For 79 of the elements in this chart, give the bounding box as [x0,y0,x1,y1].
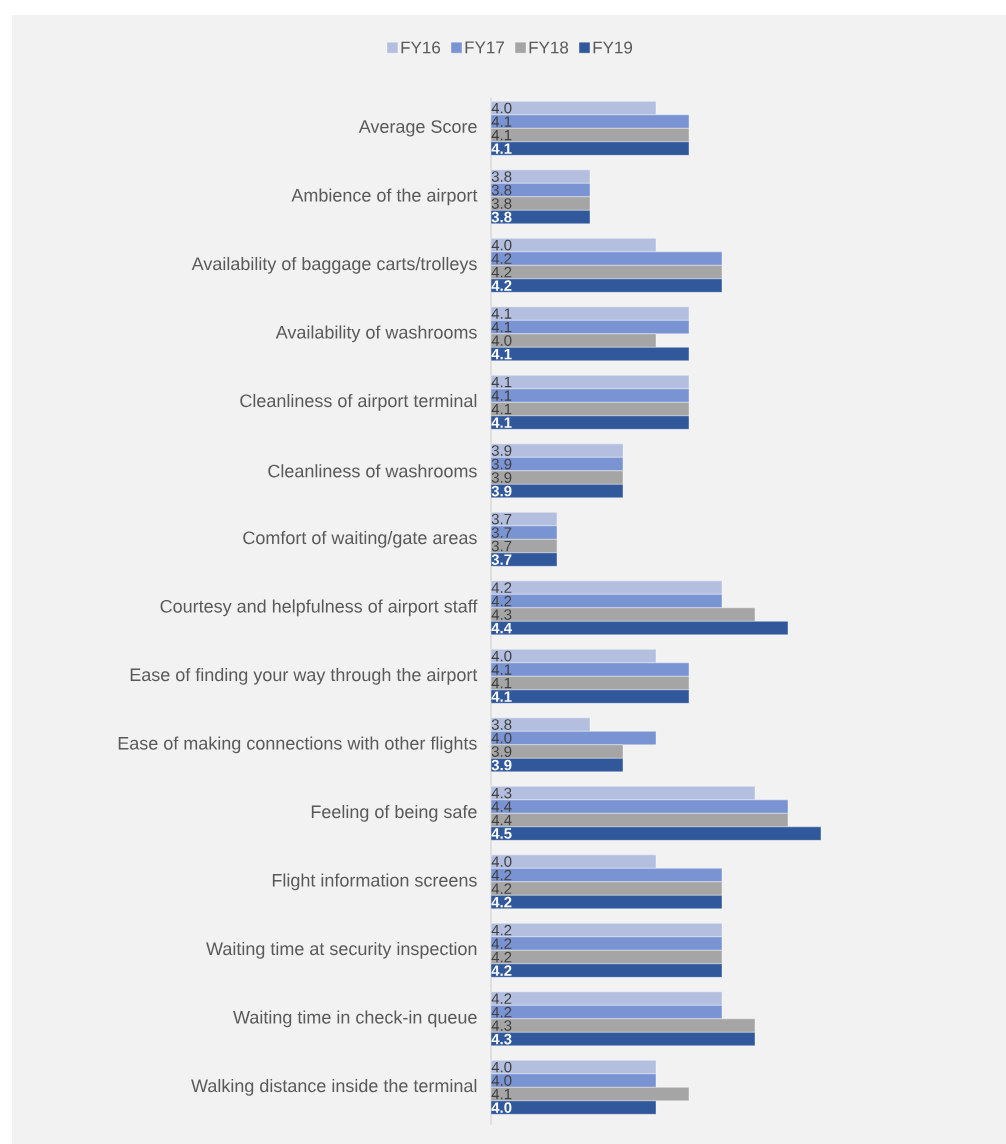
data-label: 4.2 [491,883,512,894]
data-label: 4.2 [491,965,512,976]
data-label: 3.7 [491,527,512,538]
y-tick-label: Availability of baggage carts/trolleys [191,256,477,274]
data-label: 4.1 [491,390,512,401]
data-label: 4.0 [491,1102,512,1113]
y-tick-label: Average Score [358,120,477,137]
data-label: 4.4 [491,801,512,812]
data-label: 4.0 [491,1075,512,1086]
data-label: 4.1 [491,308,512,319]
y-tick-label: Comfort of waiting/gate areas [243,530,477,548]
legend-label: FY17 [465,41,504,54]
data-label: 4.1 [491,664,512,675]
y-tick-label: Availability of washrooms [275,325,477,343]
data-label: 4.1 [491,321,512,333]
legend-label: FY19 [593,41,633,54]
data-label: 3.9 [491,472,512,483]
data-label: 4.1 [491,677,512,689]
data-label: 3.9 [491,759,512,771]
data-label: 4.3 [491,609,512,620]
data-label: 3.8 [491,184,512,196]
y-tick-label: Walking distance inside the terminal [191,1078,477,1096]
data-label: 4.1 [491,417,512,428]
y-tick-label: Ambience of the airport [291,188,478,206]
data-label: 4.0 [491,1061,512,1073]
legend-label: FY18 [529,41,569,54]
data-label: 4.2 [491,1006,512,1018]
data-label: 4.3 [491,787,512,799]
data-label: 4.0 [491,732,512,744]
data-label: 4.1 [491,403,512,415]
data-label: 3.7 [491,540,512,552]
data-label: 4.2 [491,951,512,963]
data-label: 3.8 [491,198,512,209]
data-label: 4.1 [491,143,512,154]
data-label: 4.5 [491,828,512,839]
y-tick-label: Courtesy and helpfulness of airport staff [160,599,478,617]
data-label: 4.2 [491,253,512,264]
data-label: 4.1 [491,129,512,141]
y-tick-label: Feeling of being safe [311,804,477,822]
data-label: 3.9 [491,485,512,497]
data-label: 3.8 [491,211,512,223]
data-label: 4.3 [491,1020,512,1031]
data-label: 3.8 [491,719,512,730]
data-label: 4.3 [491,1033,512,1045]
data-label: 3.9 [491,458,512,470]
data-label: 4.1 [491,376,512,388]
data-label: 4.0 [491,239,512,251]
data-label: 4.2 [491,280,512,291]
data-label: 4.2 [491,896,512,908]
y-tick-label: Waiting time at security inspection [206,941,477,959]
data-label: 4.2 [491,993,512,1004]
data-label: 4.1 [491,1088,512,1100]
data-label: 3.7 [491,554,512,565]
data-label: 4.2 [491,938,512,949]
data-label: 4.2 [491,582,512,593]
data-label: 4.2 [491,924,512,936]
data-label: 3.9 [491,746,512,757]
y-tick-label: Ease of finding your way through the airport [130,667,478,685]
data-label: 4.2 [491,595,512,607]
data-label: 4.1 [491,348,512,360]
data-label: 4.4 [491,814,512,826]
data-label: 4.2 [491,869,512,881]
y-tick-label: Cleanliness of washrooms [268,464,477,478]
y-tick-label: Cleanliness of airport terminal [240,393,477,411]
data-label: 3.7 [491,513,512,525]
y-tick-label: Waiting time in check-in queue [233,1010,477,1028]
y-tick-label: Flight information screens [272,873,477,891]
data-label: 3.8 [491,171,512,182]
legend-label: FY16 [401,41,441,54]
data-label: 4.2 [491,266,512,278]
data-label: 4.0 [491,650,512,662]
data-label: 3.9 [491,445,512,456]
data-label: 4.1 [491,691,512,702]
data-label: 4.1 [491,116,512,127]
data-label: 4.0 [491,102,512,114]
data-label: 4.0 [491,335,512,346]
data-label: 4.0 [491,856,512,867]
y-tick-label: Ease of making connections with other flights [118,736,477,754]
data-label: 4.4 [491,622,512,634]
